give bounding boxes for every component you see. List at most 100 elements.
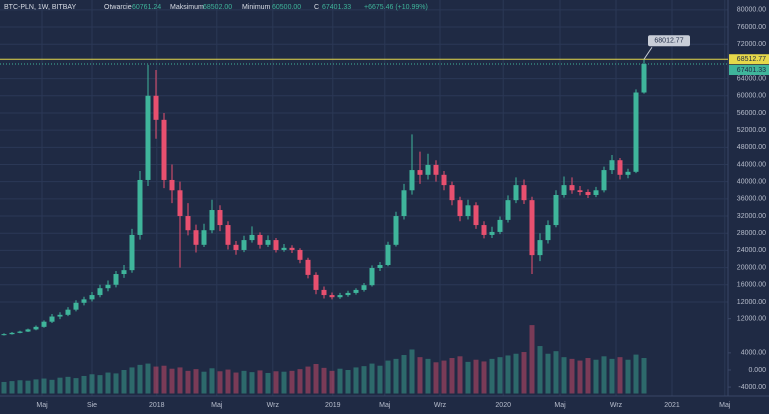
candle-body [233,244,239,250]
candle-body [273,240,279,250]
header-label: Otwarcie [104,4,132,11]
y2-tick-label: 12000.00 [737,316,766,323]
volume-bar [129,367,135,394]
volume-pane [1,325,647,394]
header-value: 68502.00 [203,4,232,11]
candle-body [617,160,623,175]
candle-body [409,170,415,191]
y-tick-label: 40000.00 [737,179,766,186]
candle-body [9,332,15,335]
candle-body [633,92,639,172]
y-tick-label: 12000.00 [737,299,766,306]
volume-bar [113,373,119,394]
x-tick-label: Maj [36,402,48,409]
y-tick-label: 32000.00 [737,213,766,220]
y-tick-label: 52000.00 [737,127,766,134]
volume-bar [121,369,127,394]
candle-body [1,334,7,336]
candle-body [377,265,383,269]
volume-bar [433,362,439,394]
candle-body [89,295,95,300]
y-tick-label: 20000.00 [737,264,766,271]
volume-bar [193,369,199,394]
candle-body [257,234,263,245]
header-label: C [314,4,319,11]
candle-body [241,240,247,250]
y-tick-label: 76000.00 [737,24,766,31]
candle-body [625,171,631,175]
candle-body [281,247,287,250]
candle-body [289,247,295,250]
volume-bar [417,357,423,394]
candle-body [505,200,511,220]
candle-body [153,95,159,120]
volume-bar [177,367,183,394]
x-tick-label: Maj [554,402,566,409]
annotation-pointer [643,46,653,60]
volume-bar [137,364,143,394]
candle-body [521,185,527,201]
candle-body [145,95,151,180]
price-line-label-box [729,54,769,65]
volume-bar [353,367,359,394]
candle-body [561,185,567,195]
candle-body [497,219,503,232]
candle-body [169,179,175,191]
candle-body [185,216,191,231]
volume-bar [289,370,295,394]
volume-bar [329,370,335,394]
x-tick-label: Wrz [267,402,280,409]
volume-bar [233,372,239,394]
volume-bar [601,356,607,394]
volume-bar [361,366,367,394]
volume-bar [321,367,327,394]
volume-bar [401,355,407,394]
x-tick-label: 2019 [325,402,341,409]
candle-body [481,225,487,235]
volume-bar [81,375,87,394]
last-price-box [729,64,769,75]
volume-bar [593,359,599,394]
volume-bar [217,371,223,394]
y-tick-label: 36000.00 [737,196,766,203]
volume-bar [337,368,343,394]
candle-body [105,284,111,289]
volume-bar [97,375,103,394]
volume-bar [585,358,591,394]
candle-body [385,244,391,266]
y-tick-label: 44000.00 [737,161,766,168]
volume-bar [625,359,631,394]
x-tick-label: Wrz [610,402,623,409]
x-tick-label: Maj [719,402,731,409]
candle-body [225,225,231,245]
candle-body [457,200,463,217]
volume-bar [1,381,7,394]
volume-bar [9,381,15,394]
volume-bar [105,372,111,394]
volume-bar [537,346,543,394]
y2-tick-label: 4000.00 [741,350,766,357]
header: BTC-PLN, 1W, BITBAY Otwarcie 60761.24 Ma… [4,4,428,11]
candle-body [321,289,327,296]
volume-bar [297,369,303,394]
volume-bar [249,372,255,394]
candle-body [113,274,119,285]
volume-bar [153,366,159,394]
symbol[interactable]: BTC-PLN, 1W, BITBAY [4,4,77,11]
header-value: 67401.33 [322,4,351,11]
annotation-label: 68012.77 [654,38,683,45]
volume-bar [505,355,511,394]
candle-body [641,63,647,93]
header-label: Maksimum [170,4,204,11]
candle-body [425,164,431,175]
candle-body [249,234,255,241]
candle-body [65,309,71,315]
price-line-label: 68512.77 [737,56,766,63]
volume-bar [345,369,351,394]
header-value: 60500.00 [272,4,301,11]
candle-body [49,316,55,322]
volume-bar [457,356,463,394]
candle-body [41,321,47,327]
candle-body [369,268,375,286]
